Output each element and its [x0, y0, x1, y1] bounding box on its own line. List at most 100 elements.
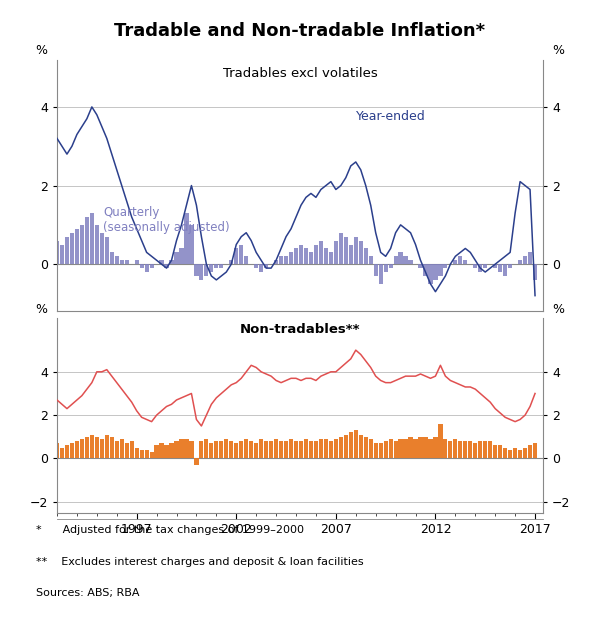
Bar: [145, 264, 149, 272]
Bar: [65, 445, 69, 459]
Bar: [368, 257, 373, 264]
Bar: [344, 435, 348, 459]
Bar: [503, 448, 507, 459]
Bar: [289, 252, 293, 264]
Bar: [160, 443, 164, 459]
Bar: [493, 445, 497, 459]
Bar: [424, 437, 428, 459]
Bar: [85, 217, 89, 264]
Bar: [299, 441, 303, 459]
Bar: [448, 441, 452, 459]
Bar: [194, 459, 199, 465]
Text: *      Adjusted for the tax changes of 1999–2000: * Adjusted for the tax changes of 1999–2…: [36, 525, 304, 535]
Bar: [105, 237, 109, 264]
Text: %: %: [553, 303, 565, 316]
Bar: [498, 445, 502, 459]
Bar: [334, 439, 338, 459]
Bar: [433, 264, 437, 280]
Bar: [473, 264, 478, 268]
Bar: [458, 441, 463, 459]
Bar: [418, 437, 422, 459]
Text: Non-tradables**: Non-tradables**: [240, 323, 360, 337]
Bar: [184, 439, 188, 459]
Bar: [314, 245, 318, 264]
Bar: [473, 443, 478, 459]
Bar: [80, 225, 84, 264]
Bar: [279, 257, 283, 264]
Bar: [204, 439, 208, 459]
Bar: [513, 448, 517, 459]
Bar: [319, 439, 323, 459]
Bar: [528, 252, 532, 264]
Bar: [428, 439, 433, 459]
Bar: [294, 248, 298, 264]
Text: %: %: [35, 303, 47, 316]
Bar: [409, 437, 413, 459]
Bar: [60, 245, 64, 264]
Bar: [443, 264, 448, 268]
Bar: [239, 245, 244, 264]
Bar: [100, 439, 104, 459]
Bar: [284, 257, 288, 264]
Bar: [339, 437, 343, 459]
Bar: [55, 241, 59, 264]
Bar: [468, 441, 472, 459]
Bar: [175, 252, 179, 264]
Bar: [294, 441, 298, 459]
Bar: [314, 441, 318, 459]
Bar: [453, 260, 457, 264]
Bar: [304, 248, 308, 264]
Bar: [119, 439, 124, 459]
Bar: [140, 264, 144, 268]
Bar: [439, 264, 443, 276]
Bar: [518, 450, 522, 459]
Bar: [254, 443, 258, 459]
Bar: [443, 439, 448, 459]
Bar: [55, 443, 59, 459]
Bar: [523, 448, 527, 459]
Bar: [304, 439, 308, 459]
Bar: [199, 264, 203, 280]
Bar: [70, 233, 74, 264]
Bar: [60, 448, 64, 459]
Bar: [90, 213, 94, 264]
Bar: [413, 439, 418, 459]
Bar: [175, 441, 179, 459]
Bar: [383, 264, 388, 272]
Bar: [498, 264, 502, 272]
Bar: [353, 430, 358, 459]
Bar: [374, 443, 378, 459]
Bar: [184, 213, 188, 264]
Bar: [379, 443, 383, 459]
Bar: [115, 257, 119, 264]
Bar: [353, 237, 358, 264]
Bar: [134, 448, 139, 459]
Bar: [439, 424, 443, 459]
Bar: [374, 264, 378, 276]
Bar: [453, 439, 457, 459]
Text: Tradables excl volatiles: Tradables excl volatiles: [223, 67, 377, 81]
Bar: [154, 445, 158, 459]
Bar: [424, 264, 428, 276]
Bar: [483, 264, 487, 268]
Bar: [75, 441, 79, 459]
Bar: [90, 435, 94, 459]
Bar: [488, 441, 493, 459]
Bar: [279, 441, 283, 459]
Bar: [508, 264, 512, 268]
Bar: [458, 257, 463, 264]
Bar: [349, 245, 353, 264]
Bar: [533, 264, 537, 280]
Bar: [359, 241, 363, 264]
Bar: [179, 439, 184, 459]
Text: Quarterly
(seasonally adjusted): Quarterly (seasonally adjusted): [103, 206, 230, 234]
Bar: [528, 445, 532, 459]
Text: Tradable and Non-tradable Inflation*: Tradable and Non-tradable Inflation*: [115, 22, 485, 40]
Bar: [383, 441, 388, 459]
Bar: [508, 450, 512, 459]
Bar: [339, 233, 343, 264]
Bar: [214, 441, 218, 459]
Bar: [169, 443, 173, 459]
Bar: [125, 443, 129, 459]
Bar: [134, 260, 139, 264]
